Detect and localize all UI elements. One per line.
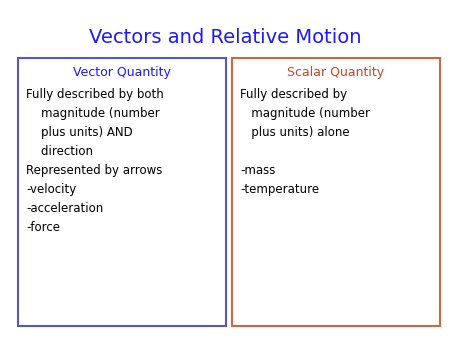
FancyBboxPatch shape xyxy=(232,58,440,326)
Text: Vectors and Relative Motion: Vectors and Relative Motion xyxy=(89,28,361,47)
Text: Scalar Quantity: Scalar Quantity xyxy=(288,66,385,79)
Text: Vector Quantity: Vector Quantity xyxy=(73,66,171,79)
Text: Fully described by both
    magnitude (number
    plus units) AND
    direction
: Fully described by both magnitude (numbe… xyxy=(26,88,164,234)
Text: Fully described by
   magnitude (number
   plus units) alone

-mass
-temperature: Fully described by magnitude (number plu… xyxy=(240,88,370,196)
FancyBboxPatch shape xyxy=(18,58,226,326)
